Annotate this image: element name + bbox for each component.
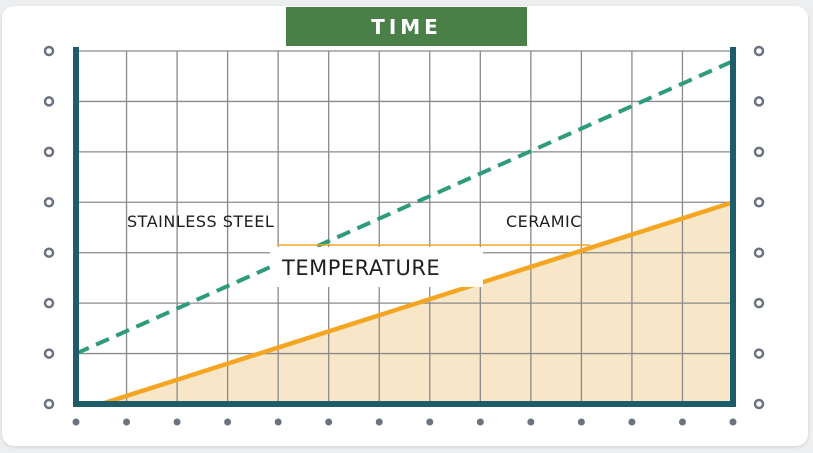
left-tick-dot xyxy=(43,398,55,410)
left-tick-dot xyxy=(43,247,55,258)
bottom-tick-dot xyxy=(123,418,131,426)
bottom-tick-dot xyxy=(224,418,232,426)
bottom-tick-dot xyxy=(72,418,80,426)
bottom-tick-dot xyxy=(628,418,636,426)
chart-title: TIME xyxy=(286,7,527,46)
right-tick-dot xyxy=(753,146,765,158)
right-tick-dot xyxy=(753,348,765,359)
annotation-temperature: TEMPERATURE xyxy=(281,256,440,280)
left-tick-dot xyxy=(43,96,55,107)
left-tick-dot xyxy=(43,146,55,158)
annotation-ceramic: CERAMIC xyxy=(506,212,582,231)
bottom-tick-dot xyxy=(375,418,383,426)
left-tick-dot xyxy=(43,297,55,309)
bottom-tick-dot xyxy=(426,418,434,426)
right-tick-dot xyxy=(753,398,765,410)
right-tick-dot xyxy=(753,45,765,57)
annotation-stainless-steel: STAINLESS STEEL xyxy=(127,212,274,231)
series-line-ceramic xyxy=(99,200,736,407)
right-tick-dot xyxy=(753,247,765,258)
bottom-tick-dot xyxy=(476,418,484,426)
right-tick-dot xyxy=(753,297,765,309)
bottom-tick-dot xyxy=(274,418,282,426)
right-tick-dot xyxy=(753,197,765,208)
bottom-tick-dot xyxy=(325,418,333,426)
bottom-tick-dot xyxy=(527,418,535,426)
temperature-label-bg xyxy=(270,247,483,287)
left-tick-dot xyxy=(43,197,55,208)
right-tick-dot xyxy=(753,96,765,107)
left-tick-dot xyxy=(43,45,55,57)
left-tick-dot xyxy=(43,348,55,359)
bottom-tick-dot xyxy=(729,418,737,426)
series-line-stainless-steel xyxy=(75,59,734,356)
bottom-tick-dot xyxy=(577,418,585,426)
bottom-tick-dot xyxy=(173,418,181,426)
bottom-tick-dot xyxy=(678,418,686,426)
